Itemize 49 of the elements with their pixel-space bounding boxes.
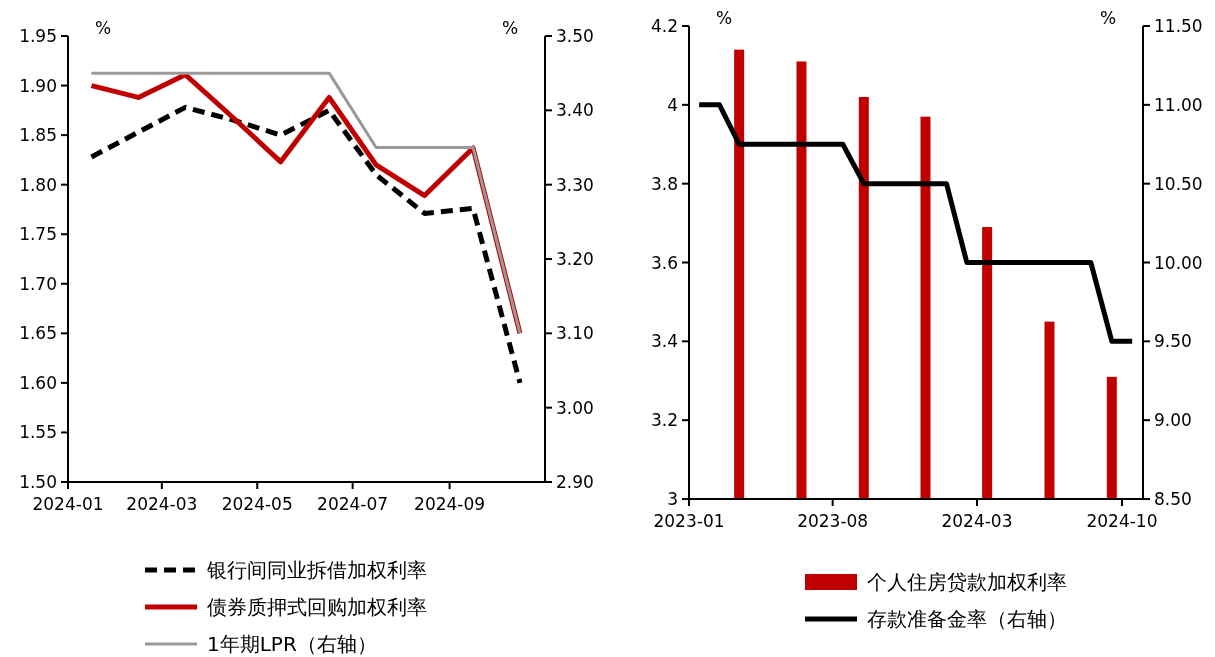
legend-label: 债券质押式回购加权利率: [207, 595, 427, 619]
y-axis-title: %: [94, 18, 112, 38]
y2-tick-label: 2.90: [556, 472, 594, 492]
x-tick-label: 2023-01: [653, 511, 725, 531]
y2-tick-label: 9.50: [1154, 331, 1192, 352]
y-tick-label: 1.65: [19, 323, 57, 344]
y2-tick-label: 10.50: [1154, 173, 1203, 194]
y-tick-label: 3.4: [650, 331, 678, 352]
y2-tick-label: 3.40: [556, 100, 594, 121]
y-axis-title: %: [715, 8, 733, 28]
y2-tick-label: 3.50: [556, 26, 594, 46]
y-tick-label: 1.75: [19, 224, 57, 245]
y-tick-label: 1.80: [19, 174, 57, 195]
x-tick-label: 2024-01: [32, 494, 104, 514]
y-tick-label: 4: [667, 94, 678, 115]
x-tick-label: 2024-05: [221, 494, 293, 514]
y-tick-label: 3: [667, 489, 678, 509]
y-tick-label: 1.95: [19, 26, 57, 46]
y2-tick-label: 10.00: [1154, 252, 1203, 273]
y2-axis-title: %: [1099, 8, 1117, 28]
legend-label: 个人住房贷款加权利率: [867, 570, 1067, 594]
y-tick-label: 1.90: [19, 75, 57, 96]
x-tick-label: 2023-08: [797, 511, 869, 531]
y2-axis-title: %: [501, 18, 519, 38]
y2-tick-label: 3.00: [556, 397, 594, 418]
y-tick-label: 1.55: [19, 422, 57, 443]
y-tick-label: 3.6: [650, 252, 678, 273]
legend-label: 银行间同业拆借加权利率: [206, 558, 427, 582]
y-tick-label: 3.8: [650, 173, 678, 194]
y2-tick-label: 3.30: [556, 174, 594, 195]
y-tick-label: 1.70: [19, 273, 57, 294]
x-tick-label: 2024-09: [414, 494, 486, 514]
y-tick-label: 3.2: [650, 410, 678, 431]
y-tick-label: 1.60: [19, 372, 57, 393]
x-tick-label: 2024-03: [126, 494, 198, 514]
legend-label: 1年期LPR（右轴）: [207, 632, 377, 656]
y2-tick-label: 11.00: [1154, 94, 1203, 115]
y2-tick-label: 8.50: [1154, 489, 1192, 509]
y2-tick-label: 11.50: [1154, 16, 1203, 36]
legend-label: 存款准备金率（右轴）: [867, 607, 1067, 631]
y-tick-label: 1.50: [19, 472, 57, 492]
y2-tick-label: 3.20: [556, 249, 594, 269]
y2-tick-label: 3.10: [556, 323, 594, 344]
y-tick-label: 1.85: [19, 125, 57, 146]
x-tick-label: 2024-07: [317, 494, 389, 514]
x-tick-label: 2024-10: [1086, 511, 1158, 531]
y-tick-label: 4.2: [650, 16, 678, 36]
y2-tick-label: 9.00: [1154, 410, 1192, 431]
x-tick-label: 2024-03: [941, 511, 1013, 531]
